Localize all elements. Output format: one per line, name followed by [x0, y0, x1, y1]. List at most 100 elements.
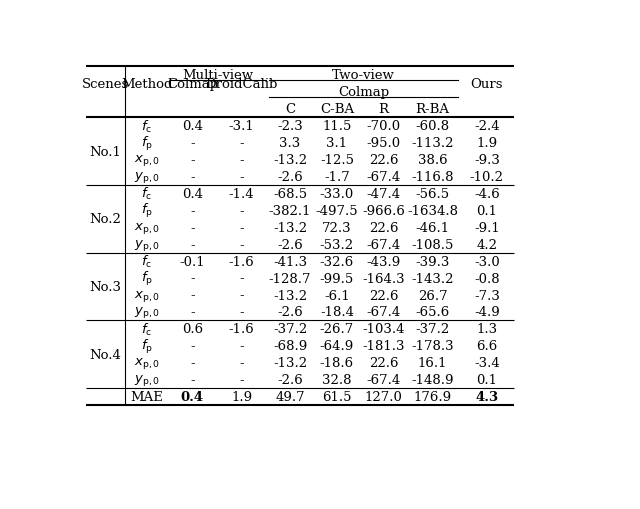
Text: No.4: No.4: [90, 348, 122, 361]
Text: -0.8: -0.8: [474, 272, 500, 285]
Text: $y_\mathrm{p,0}$: $y_\mathrm{p,0}$: [134, 169, 160, 185]
Text: 0.4: 0.4: [182, 187, 203, 201]
Text: -: -: [190, 238, 195, 251]
Text: -: -: [190, 154, 195, 167]
Text: No.1: No.1: [90, 145, 122, 158]
Text: -26.7: -26.7: [320, 323, 354, 336]
Text: -2.6: -2.6: [277, 306, 303, 319]
Text: -60.8: -60.8: [415, 120, 450, 133]
Text: -13.2: -13.2: [273, 221, 307, 234]
Text: -: -: [190, 272, 195, 285]
Text: $f_\mathrm{c}$: $f_\mathrm{c}$: [141, 321, 152, 337]
Text: -18.4: -18.4: [320, 306, 354, 319]
Text: -148.9: -148.9: [412, 374, 454, 386]
Text: $y_\mathrm{p,0}$: $y_\mathrm{p,0}$: [134, 305, 160, 320]
Text: -10.2: -10.2: [470, 171, 504, 184]
Text: -2.3: -2.3: [277, 120, 303, 133]
Text: -0.1: -0.1: [180, 255, 205, 268]
Text: -37.2: -37.2: [415, 323, 450, 336]
Text: 0.1: 0.1: [476, 374, 497, 386]
Text: -: -: [239, 205, 244, 217]
Text: -: -: [190, 357, 195, 370]
Text: -67.4: -67.4: [366, 171, 401, 184]
Text: -39.3: -39.3: [415, 255, 450, 268]
Text: Colmap: Colmap: [338, 86, 389, 99]
Text: $x_\mathrm{p,0}$: $x_\mathrm{p,0}$: [134, 288, 160, 303]
Text: -164.3: -164.3: [362, 272, 404, 285]
Text: -13.2: -13.2: [273, 154, 307, 167]
Text: -4.9: -4.9: [474, 306, 500, 319]
Text: -9.3: -9.3: [474, 154, 500, 167]
Text: 0.1: 0.1: [476, 205, 497, 217]
Text: -2.6: -2.6: [277, 374, 303, 386]
Text: 22.6: 22.6: [369, 289, 398, 302]
Text: 3.1: 3.1: [326, 137, 348, 150]
Text: -: -: [239, 340, 244, 353]
Text: $y_\mathrm{p,0}$: $y_\mathrm{p,0}$: [134, 237, 160, 252]
Text: Method: Method: [122, 78, 173, 91]
Text: -1.6: -1.6: [228, 323, 255, 336]
Text: -33.0: -33.0: [320, 187, 354, 201]
Text: MAE: MAE: [131, 390, 163, 404]
Text: -: -: [239, 357, 244, 370]
Text: -: -: [239, 238, 244, 251]
Text: -382.1: -382.1: [269, 205, 311, 217]
Text: -43.9: -43.9: [366, 255, 401, 268]
Text: $x_\mathrm{p,0}$: $x_\mathrm{p,0}$: [134, 356, 160, 371]
Text: -41.3: -41.3: [273, 255, 307, 268]
Text: $x_\mathrm{p,0}$: $x_\mathrm{p,0}$: [134, 220, 160, 235]
Text: Multi-view: Multi-view: [183, 69, 254, 82]
Text: -113.2: -113.2: [412, 137, 454, 150]
Text: -108.5: -108.5: [412, 238, 454, 251]
Text: -53.2: -53.2: [320, 238, 354, 251]
Text: 26.7: 26.7: [418, 289, 447, 302]
Text: 11.5: 11.5: [322, 120, 351, 133]
Text: $f_\mathrm{p}$: $f_\mathrm{p}$: [141, 134, 153, 152]
Text: 22.6: 22.6: [369, 357, 398, 370]
Text: -68.5: -68.5: [273, 187, 307, 201]
Text: -3.1: -3.1: [228, 120, 255, 133]
Text: -56.5: -56.5: [415, 187, 450, 201]
Text: -178.3: -178.3: [412, 340, 454, 353]
Text: -99.5: -99.5: [320, 272, 354, 285]
Text: $f_\mathrm{c}$: $f_\mathrm{c}$: [141, 253, 152, 270]
Text: -70.0: -70.0: [366, 120, 401, 133]
Text: -103.4: -103.4: [362, 323, 404, 336]
Text: 1.9: 1.9: [231, 390, 252, 404]
Text: 4.2: 4.2: [476, 238, 497, 251]
Text: 0.4: 0.4: [181, 390, 204, 404]
Text: -181.3: -181.3: [362, 340, 404, 353]
Text: -1.4: -1.4: [228, 187, 255, 201]
Text: 22.6: 22.6: [369, 221, 398, 234]
Text: $x_\mathrm{p,0}$: $x_\mathrm{p,0}$: [134, 153, 160, 167]
Text: 176.9: 176.9: [413, 390, 452, 404]
Text: -: -: [190, 221, 195, 234]
Text: -: -: [190, 374, 195, 386]
Text: -: -: [190, 340, 195, 353]
Text: -13.2: -13.2: [273, 357, 307, 370]
Text: C-BA: C-BA: [320, 103, 354, 116]
Text: Two-view: Two-view: [332, 69, 395, 82]
Text: DroidCalib: DroidCalib: [205, 78, 278, 91]
Text: -67.4: -67.4: [366, 238, 401, 251]
Text: R-BA: R-BA: [415, 103, 450, 116]
Text: 22.6: 22.6: [369, 154, 398, 167]
Text: -6.1: -6.1: [324, 289, 350, 302]
Text: -: -: [190, 306, 195, 319]
Text: $f_\mathrm{p}$: $f_\mathrm{p}$: [141, 202, 153, 220]
Text: -32.6: -32.6: [320, 255, 354, 268]
Text: -9.1: -9.1: [474, 221, 500, 234]
Text: -: -: [190, 137, 195, 150]
Text: -1.6: -1.6: [228, 255, 255, 268]
Text: -: -: [190, 289, 195, 302]
Text: Scenes: Scenes: [82, 78, 129, 91]
Text: 16.1: 16.1: [418, 357, 447, 370]
Text: -18.6: -18.6: [320, 357, 354, 370]
Text: -67.4: -67.4: [366, 306, 401, 319]
Text: -4.6: -4.6: [474, 187, 500, 201]
Text: -46.1: -46.1: [415, 221, 450, 234]
Text: -68.9: -68.9: [273, 340, 307, 353]
Text: -: -: [239, 306, 244, 319]
Text: $f_\mathrm{p}$: $f_\mathrm{p}$: [141, 337, 153, 355]
Text: 6.6: 6.6: [476, 340, 497, 353]
